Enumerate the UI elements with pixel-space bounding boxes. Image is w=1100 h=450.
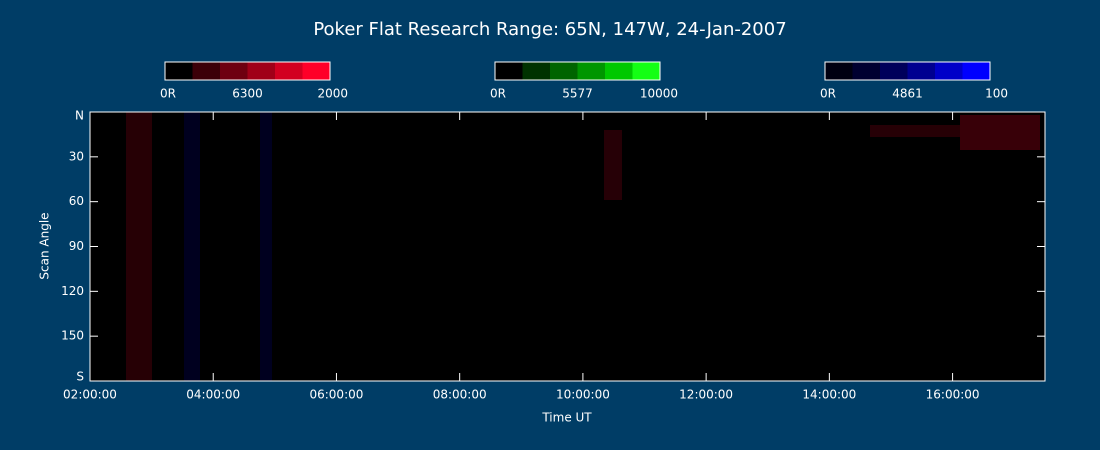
colorbar-label: 5577 [562, 87, 593, 101]
x-tick-label: 12:00:00 [679, 388, 733, 402]
x-tick-label: 02:00:00 [63, 388, 117, 402]
y-tick-label: 60 [69, 194, 84, 208]
chart-title: Poker Flat Research Range: 65N, 147W, 24… [313, 19, 786, 40]
colorbar-swatch [605, 62, 633, 80]
y-tick-label: 90 [69, 239, 84, 253]
colorbar-swatch [220, 62, 248, 80]
x-axis-label: Time UT [541, 411, 592, 425]
texture-band [604, 130, 622, 200]
x-tick-label: 14:00:00 [802, 388, 856, 402]
colorbar-label: 100 [985, 87, 1008, 101]
y-axis-label: Scan Angle [38, 212, 52, 279]
colorbar-swatch [275, 62, 303, 80]
x-tick-label: 06:00:00 [309, 388, 363, 402]
colorbar-swatch [907, 62, 935, 80]
colorbar-swatch [165, 62, 193, 80]
colorbar-frame [494, 61, 661, 81]
y-tick-label: 150 [61, 329, 84, 343]
colorbar-label: 0R [490, 87, 506, 101]
colorbar-swatch [550, 62, 578, 80]
colorbar-label: 4861 [892, 87, 923, 101]
colorbar-frame [164, 61, 331, 81]
texture-band [184, 112, 200, 381]
colorbar-swatch [962, 62, 990, 80]
y-tick-label: 120 [61, 284, 84, 298]
colorbar-swatch [522, 62, 550, 80]
texture-band [870, 125, 960, 137]
x-tick-label: 10:00:00 [556, 388, 610, 402]
colorbar-swatch [880, 62, 908, 80]
y-tick-label: 30 [69, 149, 84, 163]
colorbar-swatch [247, 62, 275, 80]
colorbar-label: 6300 [232, 87, 263, 101]
texture-band [126, 112, 152, 381]
x-tick-label: 16:00:00 [926, 388, 980, 402]
colorbar-swatch [935, 62, 963, 80]
colorbar-swatch [825, 62, 853, 80]
texture [126, 112, 1040, 381]
texture-band [260, 112, 272, 381]
y-tick-label: N [75, 109, 84, 123]
colorbar-swatch [302, 62, 330, 80]
colorbar-swatch [577, 62, 605, 80]
colorbar-label: 2000 [317, 87, 348, 101]
colorbar-label: 0R [160, 87, 176, 101]
colorbar-swatch [495, 62, 523, 80]
x-tick-label: 08:00:00 [433, 388, 487, 402]
colorbar-frame [824, 61, 991, 81]
colorbar-label: 10000 [640, 87, 678, 101]
colorbar-swatch [632, 62, 660, 80]
x-tick-label: 04:00:00 [186, 388, 240, 402]
y-tick-label: S [76, 370, 84, 384]
plot-area [90, 112, 1045, 381]
texture-band [960, 115, 1040, 150]
colorbar-swatch [852, 62, 880, 80]
colorbar-label: 0R [820, 87, 836, 101]
colorbar-swatch [192, 62, 220, 80]
